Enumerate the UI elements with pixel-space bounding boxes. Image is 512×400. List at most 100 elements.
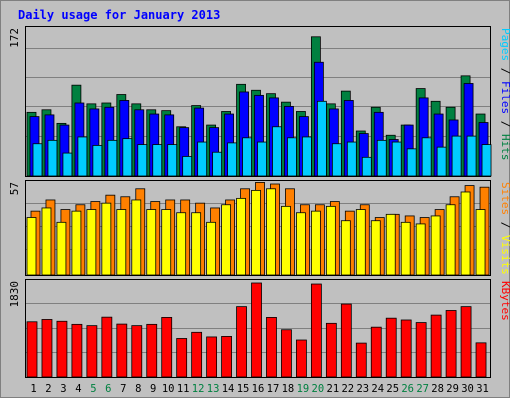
- bar-visits-31: [475, 209, 486, 276]
- bar-kbytes-17: [266, 317, 277, 378]
- bar-kbytes-12: [191, 331, 203, 378]
- bar-kbytes-6: [101, 316, 113, 378]
- bar-visits-1: [26, 217, 37, 276]
- bar-visits-22: [340, 220, 351, 276]
- x-tick-label: 22: [341, 383, 354, 395]
- legend-entry: Hits: [499, 134, 512, 161]
- bar-pages-30: [466, 135, 477, 177]
- bar-pages-23: [361, 156, 372, 177]
- bar-pages-21: [331, 143, 342, 177]
- bar-pages-3: [62, 152, 73, 177]
- bar-visits-5: [86, 209, 97, 276]
- panel-sites-visits: 57 Sites / Visits: [8, 180, 512, 276]
- x-tick-label: 12: [192, 383, 205, 395]
- bar-pages-20: [316, 100, 327, 177]
- bar-visits-17: [266, 188, 276, 276]
- bar-pages-29: [451, 135, 462, 177]
- bar-kbytes-10: [161, 317, 173, 378]
- bar-pages-15: [242, 137, 252, 177]
- legend-kbytes: KBytes: [499, 281, 512, 321]
- x-axis: 1 2 3 4 5 6 7 8 9 10 11 12 13 14 15 16 17 18 19 20 21 22 23 24 2…: [30, 383, 489, 395]
- x-tick-label: 3: [60, 383, 66, 395]
- bar-pages-12: [197, 141, 208, 177]
- x-tick-label: 27: [416, 383, 429, 395]
- bar-kbytes-18: [281, 329, 292, 378]
- bar-visits-16: [251, 189, 261, 276]
- bar-visits-29: [445, 204, 456, 276]
- legend-entry: KBytes: [499, 281, 512, 321]
- bar-kbytes-15: [236, 306, 247, 378]
- bar-kbytes-19: [296, 339, 307, 378]
- legend-entry: Files: [499, 81, 512, 114]
- bar-pages-6: [107, 139, 118, 177]
- x-tick-label: 11: [177, 383, 190, 395]
- bar-visits-18: [281, 205, 291, 276]
- panel-pages-files-hits: 172 Pages / Files / Hits: [8, 26, 512, 177]
- bar-kbytes-30: [460, 306, 472, 378]
- bar-visits-21: [325, 205, 336, 276]
- bar-visits-11: [176, 212, 187, 276]
- bar-pages-14: [227, 142, 237, 177]
- bar-visits-2: [41, 207, 52, 276]
- bar-kbytes-27: [415, 322, 427, 378]
- bar-kbytes-13: [206, 336, 218, 378]
- x-tick-label: 5: [90, 383, 96, 395]
- bar-pages-2: [47, 139, 58, 177]
- bar-visits-14: [221, 204, 231, 276]
- bar-visits-28: [430, 215, 441, 276]
- y-max-label: 1830: [8, 281, 21, 308]
- x-tick-label: 2: [45, 383, 51, 395]
- legend-sites-visits: Sites / Visits: [499, 182, 512, 275]
- bar-kbytes-26: [400, 319, 412, 378]
- x-tick-label: 8: [135, 383, 141, 395]
- bar-visits-24: [370, 220, 381, 276]
- bar-kbytes-9: [146, 323, 158, 378]
- x-tick-label: 24: [371, 383, 384, 395]
- bar-visits-20: [310, 210, 321, 276]
- bar-pages-28: [436, 146, 447, 177]
- bar-visits-10: [161, 209, 172, 276]
- chart-title: Daily usage for January 2013: [18, 8, 221, 22]
- bar-visits-9: [146, 209, 157, 276]
- x-tick-label: 26: [401, 383, 414, 395]
- bar-kbytes-28: [430, 314, 442, 378]
- x-tick-label: 30: [461, 383, 474, 395]
- bar-pages-11: [182, 156, 193, 177]
- bar-pages-25: [391, 141, 402, 177]
- bar-visits-25: [385, 213, 396, 276]
- bar-pages-19: [302, 136, 312, 177]
- bar-pages-26: [406, 148, 417, 177]
- bar-visits-3: [56, 221, 67, 276]
- bar-kbytes-25: [385, 317, 397, 378]
- bar-visits-13: [206, 221, 217, 276]
- x-tick-label: 13: [207, 383, 220, 395]
- legend-entry: Pages: [499, 28, 512, 61]
- bar-visits-7: [116, 209, 127, 276]
- x-tick-label: 20: [312, 383, 325, 395]
- bar-kbytes-24: [370, 326, 382, 378]
- x-tick-label: 16: [252, 383, 265, 395]
- bar-visits-27: [415, 223, 426, 276]
- x-tick-label: 1: [30, 383, 36, 395]
- y-max-label: 57: [8, 182, 21, 195]
- legend-pages-files-hits: Pages / Files / Hits: [499, 28, 512, 161]
- x-tick-label: 31: [476, 383, 489, 395]
- bar-pages-17: [272, 126, 282, 177]
- bar-visits-4: [71, 210, 82, 276]
- x-tick-label: 21: [327, 383, 340, 395]
- bar-kbytes-21: [325, 322, 337, 378]
- legend-entry: Visits: [499, 235, 512, 275]
- x-tick-label: 7: [120, 383, 126, 395]
- y-max-label: 172: [8, 28, 21, 48]
- bar-kbytes-7: [116, 323, 128, 378]
- bar-pages-24: [376, 139, 387, 177]
- legend-entry: Sites: [499, 182, 512, 215]
- x-tick-label: 18: [282, 383, 295, 395]
- bar-pages-9: [152, 144, 163, 177]
- bar-kbytes-5: [86, 325, 98, 378]
- bar-visits-15: [236, 197, 246, 276]
- bar-visits-26: [400, 221, 411, 276]
- x-tick-label: 14: [222, 383, 235, 395]
- panel-kbytes: 1830 KBytes: [8, 279, 512, 378]
- bar-visits-30: [460, 191, 471, 276]
